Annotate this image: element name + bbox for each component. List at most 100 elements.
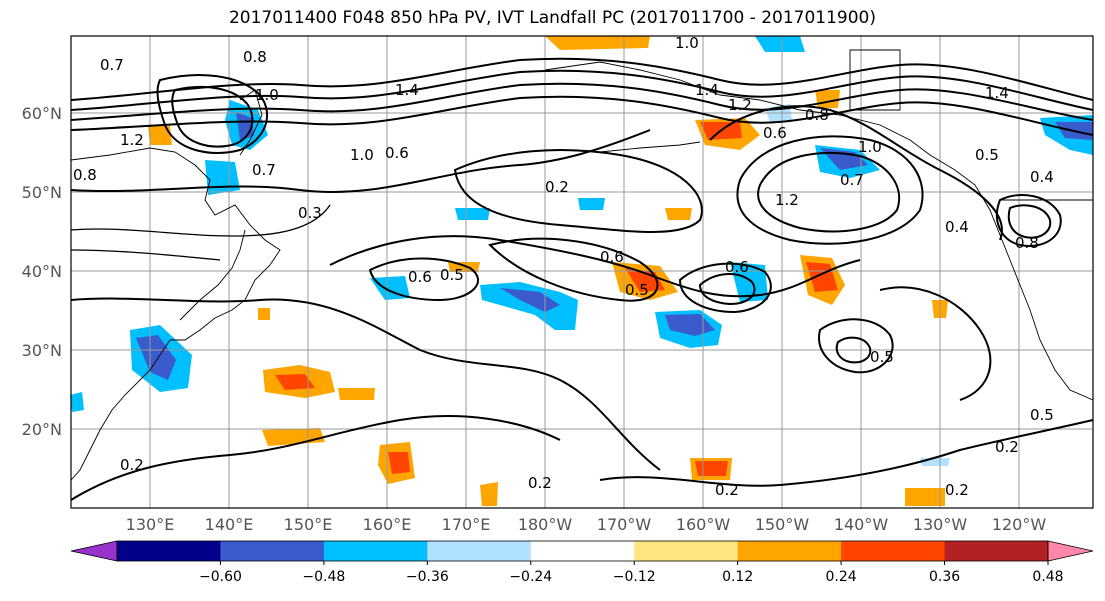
colorbar-tick-label: −0.48 bbox=[302, 569, 345, 585]
colorbar-segment bbox=[841, 541, 946, 561]
neg-patch bbox=[205, 160, 240, 195]
contour-label: 0.6 bbox=[600, 248, 624, 266]
lon-label: 140°W bbox=[834, 515, 889, 534]
contour-label: 0.8 bbox=[73, 166, 97, 184]
contour-line bbox=[329, 235, 861, 298]
colorbar-segment bbox=[530, 541, 635, 561]
contour-line bbox=[70, 57, 1094, 101]
lon-label: 130°E bbox=[126, 515, 175, 534]
colorbar-segment bbox=[323, 541, 428, 561]
contour-label: 0.7 bbox=[840, 171, 864, 189]
pos-patch bbox=[665, 208, 692, 220]
contour-label: 0.6 bbox=[385, 144, 409, 162]
contour-label: 0.7 bbox=[252, 161, 276, 179]
colorbar-segment bbox=[737, 541, 842, 561]
contour-line bbox=[835, 336, 872, 364]
plot-frame bbox=[70, 35, 1094, 509]
contour-line bbox=[70, 95, 1094, 136]
colorbar-tick-label: −0.24 bbox=[509, 569, 552, 585]
contour-label: 0.2 bbox=[545, 178, 569, 196]
contour-label: 0.6 bbox=[763, 124, 787, 142]
lon-label: 120°W bbox=[992, 515, 1047, 534]
lon-label: 160°W bbox=[676, 515, 731, 534]
pos-patch bbox=[695, 461, 728, 476]
colorbar-segment bbox=[944, 541, 1049, 561]
contour-labels: 0.7 0.8 1.2 1.0 0.8 0.7 0.3 1.0 0.6 1.4 … bbox=[73, 34, 1054, 499]
colorbar-extend-low bbox=[70, 540, 118, 562]
contour-line bbox=[488, 237, 659, 302]
contour-line bbox=[599, 419, 1094, 487]
contour-label: 1.0 bbox=[255, 86, 279, 104]
contour-label: 1.2 bbox=[728, 96, 752, 114]
contour-label: 1.4 bbox=[695, 81, 719, 99]
contour-line bbox=[736, 135, 924, 245]
colorbar-tick-label: 0.12 bbox=[722, 569, 753, 585]
lat-label: 20°N bbox=[22, 420, 62, 439]
contour-label: 0.8 bbox=[243, 48, 267, 66]
neg-patch bbox=[455, 208, 490, 220]
contour-line bbox=[70, 129, 651, 194]
coastline-sakhalin bbox=[239, 89, 263, 156]
contour-line bbox=[698, 273, 756, 306]
pos-patch bbox=[905, 488, 945, 506]
lon-label: 150°W bbox=[755, 515, 810, 534]
contour-label: 0.5 bbox=[440, 266, 464, 284]
neg-patch bbox=[578, 198, 605, 210]
lon-label: 150°E bbox=[284, 515, 333, 534]
contour-label: 1.4 bbox=[395, 81, 419, 99]
contour-label: 1.2 bbox=[120, 131, 144, 149]
contour-line bbox=[709, 105, 1003, 241]
pos-patch bbox=[148, 126, 172, 145]
contour-line bbox=[70, 297, 661, 471]
pos-patch bbox=[258, 308, 270, 320]
lon-label: 170°E bbox=[442, 515, 491, 534]
lon-label: 130°W bbox=[913, 515, 968, 534]
lon-label: 160°E bbox=[363, 515, 412, 534]
colorbar-tick-label: 0.24 bbox=[826, 569, 857, 585]
contour-label: 0.6 bbox=[408, 268, 432, 286]
lat-label: 40°N bbox=[22, 262, 62, 281]
colorbar-segment bbox=[220, 541, 325, 561]
lon-label: 180°W bbox=[518, 515, 573, 534]
contour-label: 1.2 bbox=[775, 191, 799, 209]
contour-line bbox=[171, 85, 254, 148]
border-yukon bbox=[849, 49, 901, 111]
lat-label: 30°N bbox=[22, 341, 62, 360]
contour-label: 1.0 bbox=[350, 146, 374, 164]
contour-line bbox=[70, 415, 561, 501]
contour-label: 0.2 bbox=[120, 456, 144, 474]
contour-label: 0.6 bbox=[725, 258, 749, 276]
contour-line bbox=[1007, 204, 1052, 239]
neg-patch bbox=[920, 458, 950, 466]
colorbar-tick-label: 0.48 bbox=[1032, 569, 1063, 585]
contour-line bbox=[818, 318, 894, 374]
pos-patch bbox=[480, 482, 498, 506]
contour-label: 0.5 bbox=[975, 146, 999, 164]
contour-label: 1.0 bbox=[858, 138, 882, 156]
neg-patch bbox=[755, 36, 805, 52]
contour-layer bbox=[70, 57, 1094, 501]
contour-line bbox=[453, 149, 703, 233]
colorbar-tick-label: −0.12 bbox=[613, 569, 656, 585]
lat-label: 60°N bbox=[22, 104, 62, 123]
pos-patch bbox=[388, 452, 410, 474]
contour-label: 0.5 bbox=[625, 281, 649, 299]
contour-label: 0.4 bbox=[945, 218, 969, 236]
colorbar-tick-label: 0.36 bbox=[929, 569, 960, 585]
contour-line bbox=[368, 257, 480, 302]
contour-label: 1.4 bbox=[985, 84, 1009, 102]
contour-line bbox=[70, 204, 331, 237]
colorbar-segment bbox=[427, 541, 532, 561]
contour-label: 0.2 bbox=[945, 481, 969, 499]
contour-line bbox=[156, 74, 269, 154]
colorbar-segment bbox=[634, 541, 739, 561]
contour-label: 0.3 bbox=[298, 204, 322, 222]
contour-line bbox=[995, 194, 1062, 247]
contour-line bbox=[70, 82, 1094, 121]
neg-patch bbox=[480, 282, 578, 330]
contour-line bbox=[879, 286, 992, 401]
contour-label: 0.2 bbox=[995, 438, 1019, 456]
pos-patch bbox=[338, 388, 375, 400]
contour-label: 0.8 bbox=[1015, 234, 1039, 252]
lon-label: 170°W bbox=[597, 515, 652, 534]
